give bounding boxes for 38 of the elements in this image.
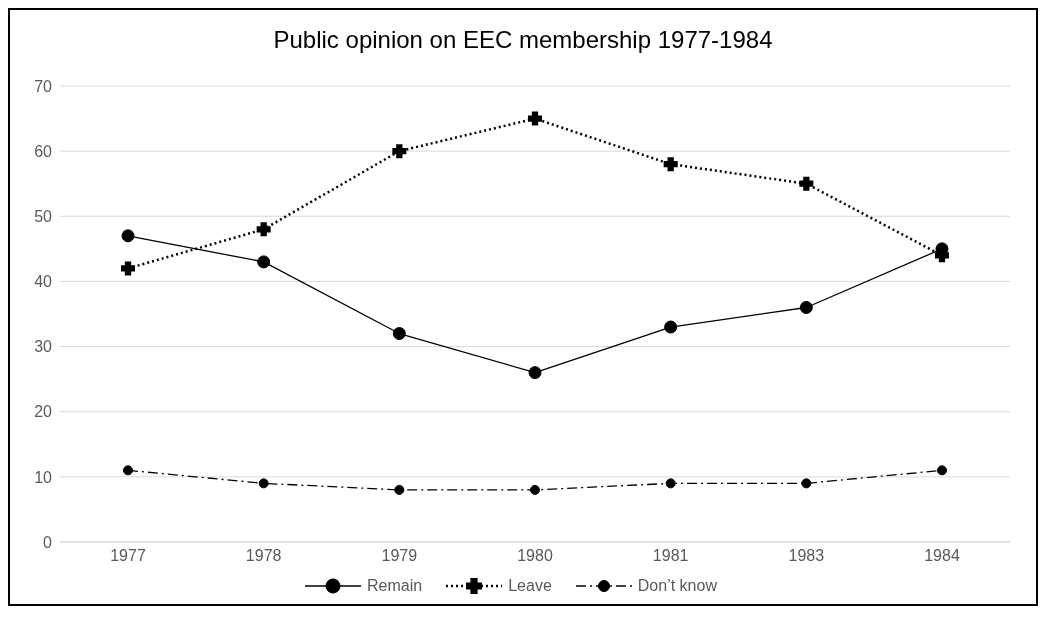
point xyxy=(801,478,812,489)
point xyxy=(392,327,406,341)
point xyxy=(258,478,269,489)
y-tick-label: 70 xyxy=(34,77,53,95)
point xyxy=(664,320,678,334)
x-tick-label: 1983 xyxy=(788,547,825,565)
chart-title: Public opinion on EEC membership 1977-1984 xyxy=(272,25,774,55)
legend-label: Leave xyxy=(508,577,552,595)
point xyxy=(530,484,540,495)
y-tick-label: 20 xyxy=(34,403,53,421)
y-tick-label: 10 xyxy=(34,468,53,486)
point xyxy=(799,300,813,314)
x-tick-label: 1979 xyxy=(381,547,418,565)
x-tick-label: 1977 xyxy=(110,547,146,565)
y-tick-label: 60 xyxy=(34,142,53,160)
point xyxy=(121,229,135,243)
y-tick-label: 30 xyxy=(34,338,53,356)
x-tick-label: 1981 xyxy=(652,547,689,565)
x-tick-label: 1978 xyxy=(245,547,282,565)
point xyxy=(528,366,542,380)
point xyxy=(123,465,133,476)
x-tick-label: 1984 xyxy=(924,547,960,565)
point xyxy=(394,484,405,495)
point xyxy=(665,478,676,489)
point xyxy=(257,255,271,269)
legend-label: Remain xyxy=(367,577,423,595)
point xyxy=(392,144,407,159)
point xyxy=(528,111,542,126)
x-tick-label: 1980 xyxy=(517,547,553,565)
point xyxy=(799,176,814,191)
y-tick-label: 0 xyxy=(43,533,53,551)
legend-label: Don’t know xyxy=(637,577,717,595)
point xyxy=(937,465,947,476)
point xyxy=(121,261,135,276)
point xyxy=(663,157,678,172)
y-tick-label: 50 xyxy=(34,207,53,225)
y-tick-label: 40 xyxy=(34,273,53,291)
point xyxy=(256,222,271,237)
